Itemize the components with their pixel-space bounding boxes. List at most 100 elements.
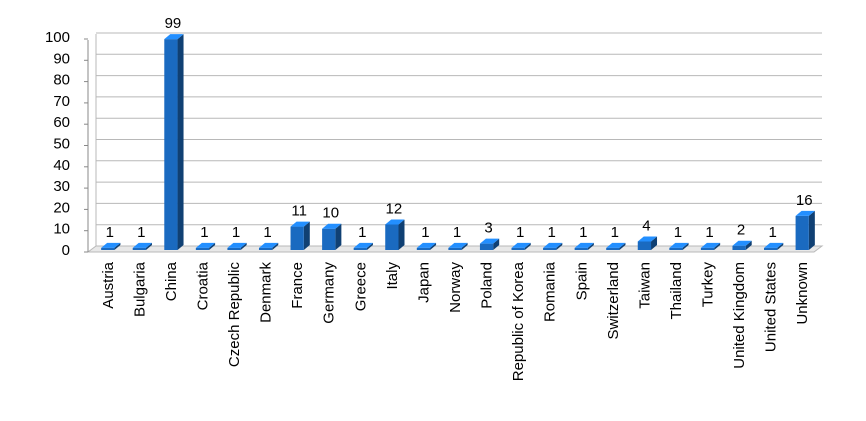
y-tick-label: 70	[53, 93, 70, 110]
bar	[764, 247, 778, 250]
x-tick-label: Republic of Korea	[510, 261, 527, 381]
bar	[479, 243, 494, 250]
bar-top	[258, 242, 279, 248]
bar	[164, 39, 178, 250]
bar-side	[714, 242, 721, 250]
bar-side	[493, 238, 500, 250]
x-tick-label: France	[289, 262, 306, 309]
bar	[606, 247, 620, 250]
x-tick-label: Romania	[542, 261, 559, 322]
y-tick-label: 50	[53, 136, 70, 153]
bar-top	[322, 223, 342, 229]
bar-top	[606, 242, 626, 248]
bar-top	[448, 242, 468, 248]
value-label: 12	[386, 200, 403, 217]
y-tick-label: 40	[53, 157, 70, 174]
y-tick-label: 30	[53, 178, 70, 195]
x-tick-label: Unknown	[794, 262, 811, 325]
x-tick-label: Croatia	[194, 261, 211, 310]
value-label: 16	[796, 192, 813, 209]
bar-side	[461, 242, 468, 250]
bar-top	[132, 242, 152, 248]
bar-top	[353, 242, 373, 248]
value-label: 1	[611, 224, 619, 241]
bar-side	[240, 242, 247, 250]
bar	[511, 247, 525, 250]
bar	[574, 247, 588, 250]
bar	[258, 247, 273, 250]
value-label: 1	[705, 224, 713, 241]
value-label: 1	[421, 224, 429, 241]
value-label: 10	[322, 205, 339, 222]
value-label: 1	[106, 224, 114, 241]
bar	[132, 247, 146, 250]
value-label: 1	[579, 224, 587, 241]
value-label: 1	[674, 224, 682, 241]
bar-top	[732, 240, 752, 246]
bar-side	[430, 242, 437, 250]
x-tick-label: Italy	[384, 262, 401, 290]
bar-top	[227, 242, 247, 248]
value-label: 1	[358, 224, 366, 241]
value-label: 1	[516, 224, 524, 241]
x-tick-label: China	[163, 261, 180, 301]
x-tick-label: Norway	[447, 262, 464, 313]
bar-side	[366, 242, 373, 250]
value-label: 11	[291, 203, 307, 220]
bar-top	[764, 242, 784, 248]
value-label: 99	[165, 15, 182, 32]
y-tick-label: 20	[53, 199, 70, 216]
x-tick-label: Denmark	[258, 262, 275, 323]
value-label: 1	[768, 224, 776, 241]
x-tick-label: United States	[763, 262, 780, 352]
bar	[322, 228, 336, 250]
bar-top	[479, 238, 500, 244]
bar	[101, 247, 115, 250]
value-label: 1	[200, 224, 208, 241]
y-tick-label: 60	[53, 114, 70, 131]
bar-top	[164, 34, 184, 40]
bar-top	[700, 242, 721, 248]
bar-side	[114, 242, 121, 250]
bar-top	[574, 242, 594, 248]
bar-top	[669, 242, 689, 248]
y-tick-label: 80	[53, 72, 70, 89]
bar-side	[556, 242, 563, 250]
value-label: 3	[484, 220, 492, 237]
x-tick-label: Thailand	[668, 262, 685, 320]
bar-side	[272, 242, 279, 250]
bar	[669, 247, 683, 250]
bar-side	[209, 242, 216, 250]
x-tick-label: United Kingdom	[731, 262, 748, 369]
bar-side	[651, 236, 658, 250]
bar-top	[416, 242, 437, 248]
y-tick-label: 0	[62, 242, 70, 259]
bar	[290, 226, 304, 250]
bar-top	[511, 242, 531, 248]
bar-top	[195, 242, 216, 248]
x-tick-label: Taiwan	[636, 262, 653, 309]
x-tick-label: Poland	[479, 262, 496, 309]
bar-top	[637, 236, 658, 242]
value-label: 1	[232, 224, 240, 241]
bar	[795, 215, 809, 250]
bar	[700, 247, 715, 250]
value-label: 1	[453, 224, 461, 241]
bar-side	[524, 242, 531, 250]
bar-side	[177, 34, 184, 250]
bar	[448, 247, 462, 250]
x-tick-label: Bulgaria	[131, 261, 148, 317]
x-tick-label: Turkey	[700, 262, 717, 308]
bar	[353, 247, 367, 250]
value-label: 1	[548, 224, 556, 241]
bar-side	[745, 240, 752, 250]
x-tick-label: Germany	[321, 262, 338, 324]
bar-side	[398, 219, 405, 250]
value-label: 1	[137, 224, 145, 241]
bar-side	[777, 242, 784, 250]
y-tick-label: 100	[45, 29, 70, 46]
x-tick-label: Czech Republic	[226, 262, 243, 368]
x-tick-label: Switzerland	[605, 262, 622, 340]
bar-side	[303, 221, 310, 250]
bar	[227, 247, 241, 250]
